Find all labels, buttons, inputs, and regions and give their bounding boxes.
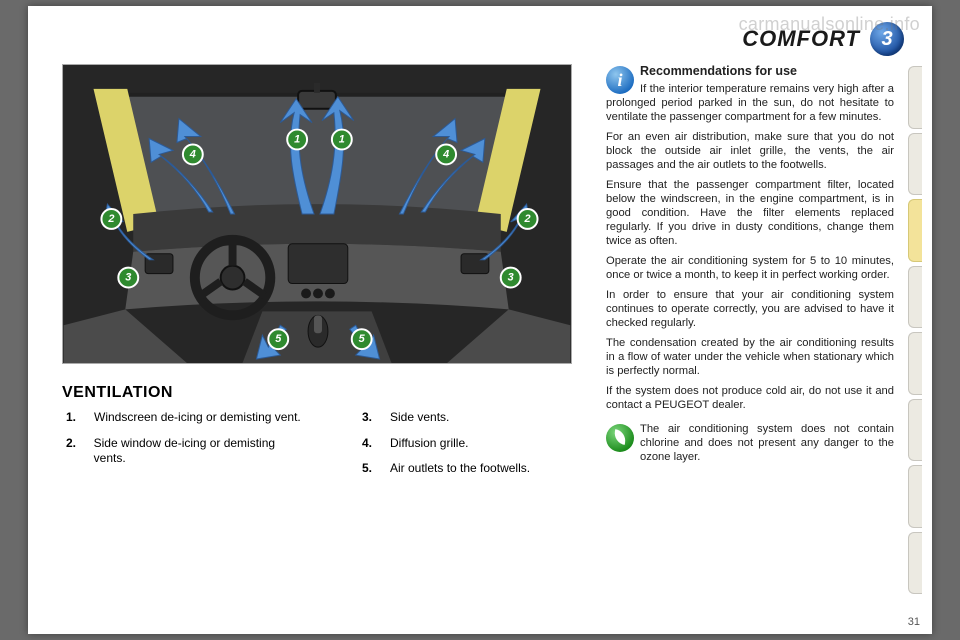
item-number: 1. <box>66 410 84 426</box>
watermark-text: carmanualsonline.info <box>739 14 920 35</box>
side-tab[interactable] <box>908 332 922 395</box>
side-tab[interactable] <box>908 266 922 329</box>
item-text: Air outlets to the footwells. <box>390 461 530 477</box>
item-text: Side window de-icing or demisting vents. <box>94 436 306 467</box>
side-tab[interactable] <box>908 465 922 528</box>
rec-para-3: Ensure that the passenger compartment fi… <box>606 178 894 248</box>
item-number: 5. <box>362 461 380 477</box>
info-icon: i <box>606 66 634 94</box>
diagram-svg: 1 1 4 4 2 2 3 3 5 5 <box>63 65 571 363</box>
side-tab[interactable] <box>908 133 922 196</box>
diagram-marker-label: 2 <box>524 213 531 225</box>
eco-text: The air conditioning system does not con… <box>606 422 894 464</box>
eco-block: The air conditioning system does not con… <box>606 422 894 464</box>
list-item: 2. Side window de-icing or demisting vent… <box>66 436 306 467</box>
ventilation-diagram: 1 1 4 4 2 2 3 3 5 5 <box>62 64 572 364</box>
diagram-marker-label: 3 <box>125 272 131 284</box>
item-number: 3. <box>362 410 380 426</box>
rec-para-7: If the system does not produce cold air,… <box>606 384 894 412</box>
rec-para-6: The condensation created by the air cond… <box>606 336 894 378</box>
rec-para-4: Operate the air conditioning system for … <box>606 254 894 282</box>
content-area: 1 1 4 4 2 2 3 3 5 5 VENTILATION 1. Windscreen de-i… <box>62 64 894 610</box>
diagram-marker-label: 3 <box>508 272 514 284</box>
side-tab[interactable] <box>908 199 922 262</box>
item-number: 4. <box>362 436 380 452</box>
side-tab[interactable] <box>908 399 922 462</box>
list-item: 1. Windscreen de-icing or demisting vent. <box>66 410 306 426</box>
side-tab[interactable] <box>908 532 922 595</box>
diagram-marker-label: 2 <box>107 213 114 225</box>
side-tab[interactable] <box>908 66 922 129</box>
item-text: Windscreen de-icing or demisting vent. <box>94 410 301 426</box>
list-item: 3. Side vents. <box>362 410 582 426</box>
list-item: 5. Air outlets to the footwells. <box>362 461 582 477</box>
recommendations-column: i Recommendations for use If the interio… <box>606 64 894 610</box>
item-text: Diffusion grille. <box>390 436 468 452</box>
eco-icon <box>606 424 634 452</box>
recommendations-block: i Recommendations for use If the interio… <box>606 64 894 124</box>
page-number: 31 <box>908 616 920 628</box>
rec-para-5: In order to ensure that your air conditi… <box>606 288 894 330</box>
diagram-marker-label: 5 <box>359 333 366 345</box>
diagram-marker-label: 1 <box>339 134 345 146</box>
diagram-marker-label: 1 <box>294 134 300 146</box>
ventilation-list-left: 1. Windscreen de-icing or demisting vent.… <box>66 410 306 477</box>
rec-para-1: If the interior temperature remains very… <box>606 82 894 124</box>
list-item: 4. Diffusion grille. <box>362 436 582 452</box>
section-title: VENTILATION <box>62 384 173 402</box>
ventilation-list-right: 3. Side vents. 4. Diffusion grille. 5. Air ou… <box>362 410 582 487</box>
recommendations-title: Recommendations for use <box>606 64 894 80</box>
item-text: Side vents. <box>390 410 449 426</box>
item-number: 2. <box>66 436 84 467</box>
diagram-marker-label: 4 <box>189 148 196 160</box>
rec-para-2: For an even air distribution, make sure … <box>606 130 894 172</box>
diagram-marker-label: 4 <box>442 148 449 160</box>
diagram-marker-label: 5 <box>275 333 282 345</box>
side-tabs <box>908 66 922 594</box>
manual-page: carmanualsonline.info COMFORT 3 <box>28 6 932 634</box>
